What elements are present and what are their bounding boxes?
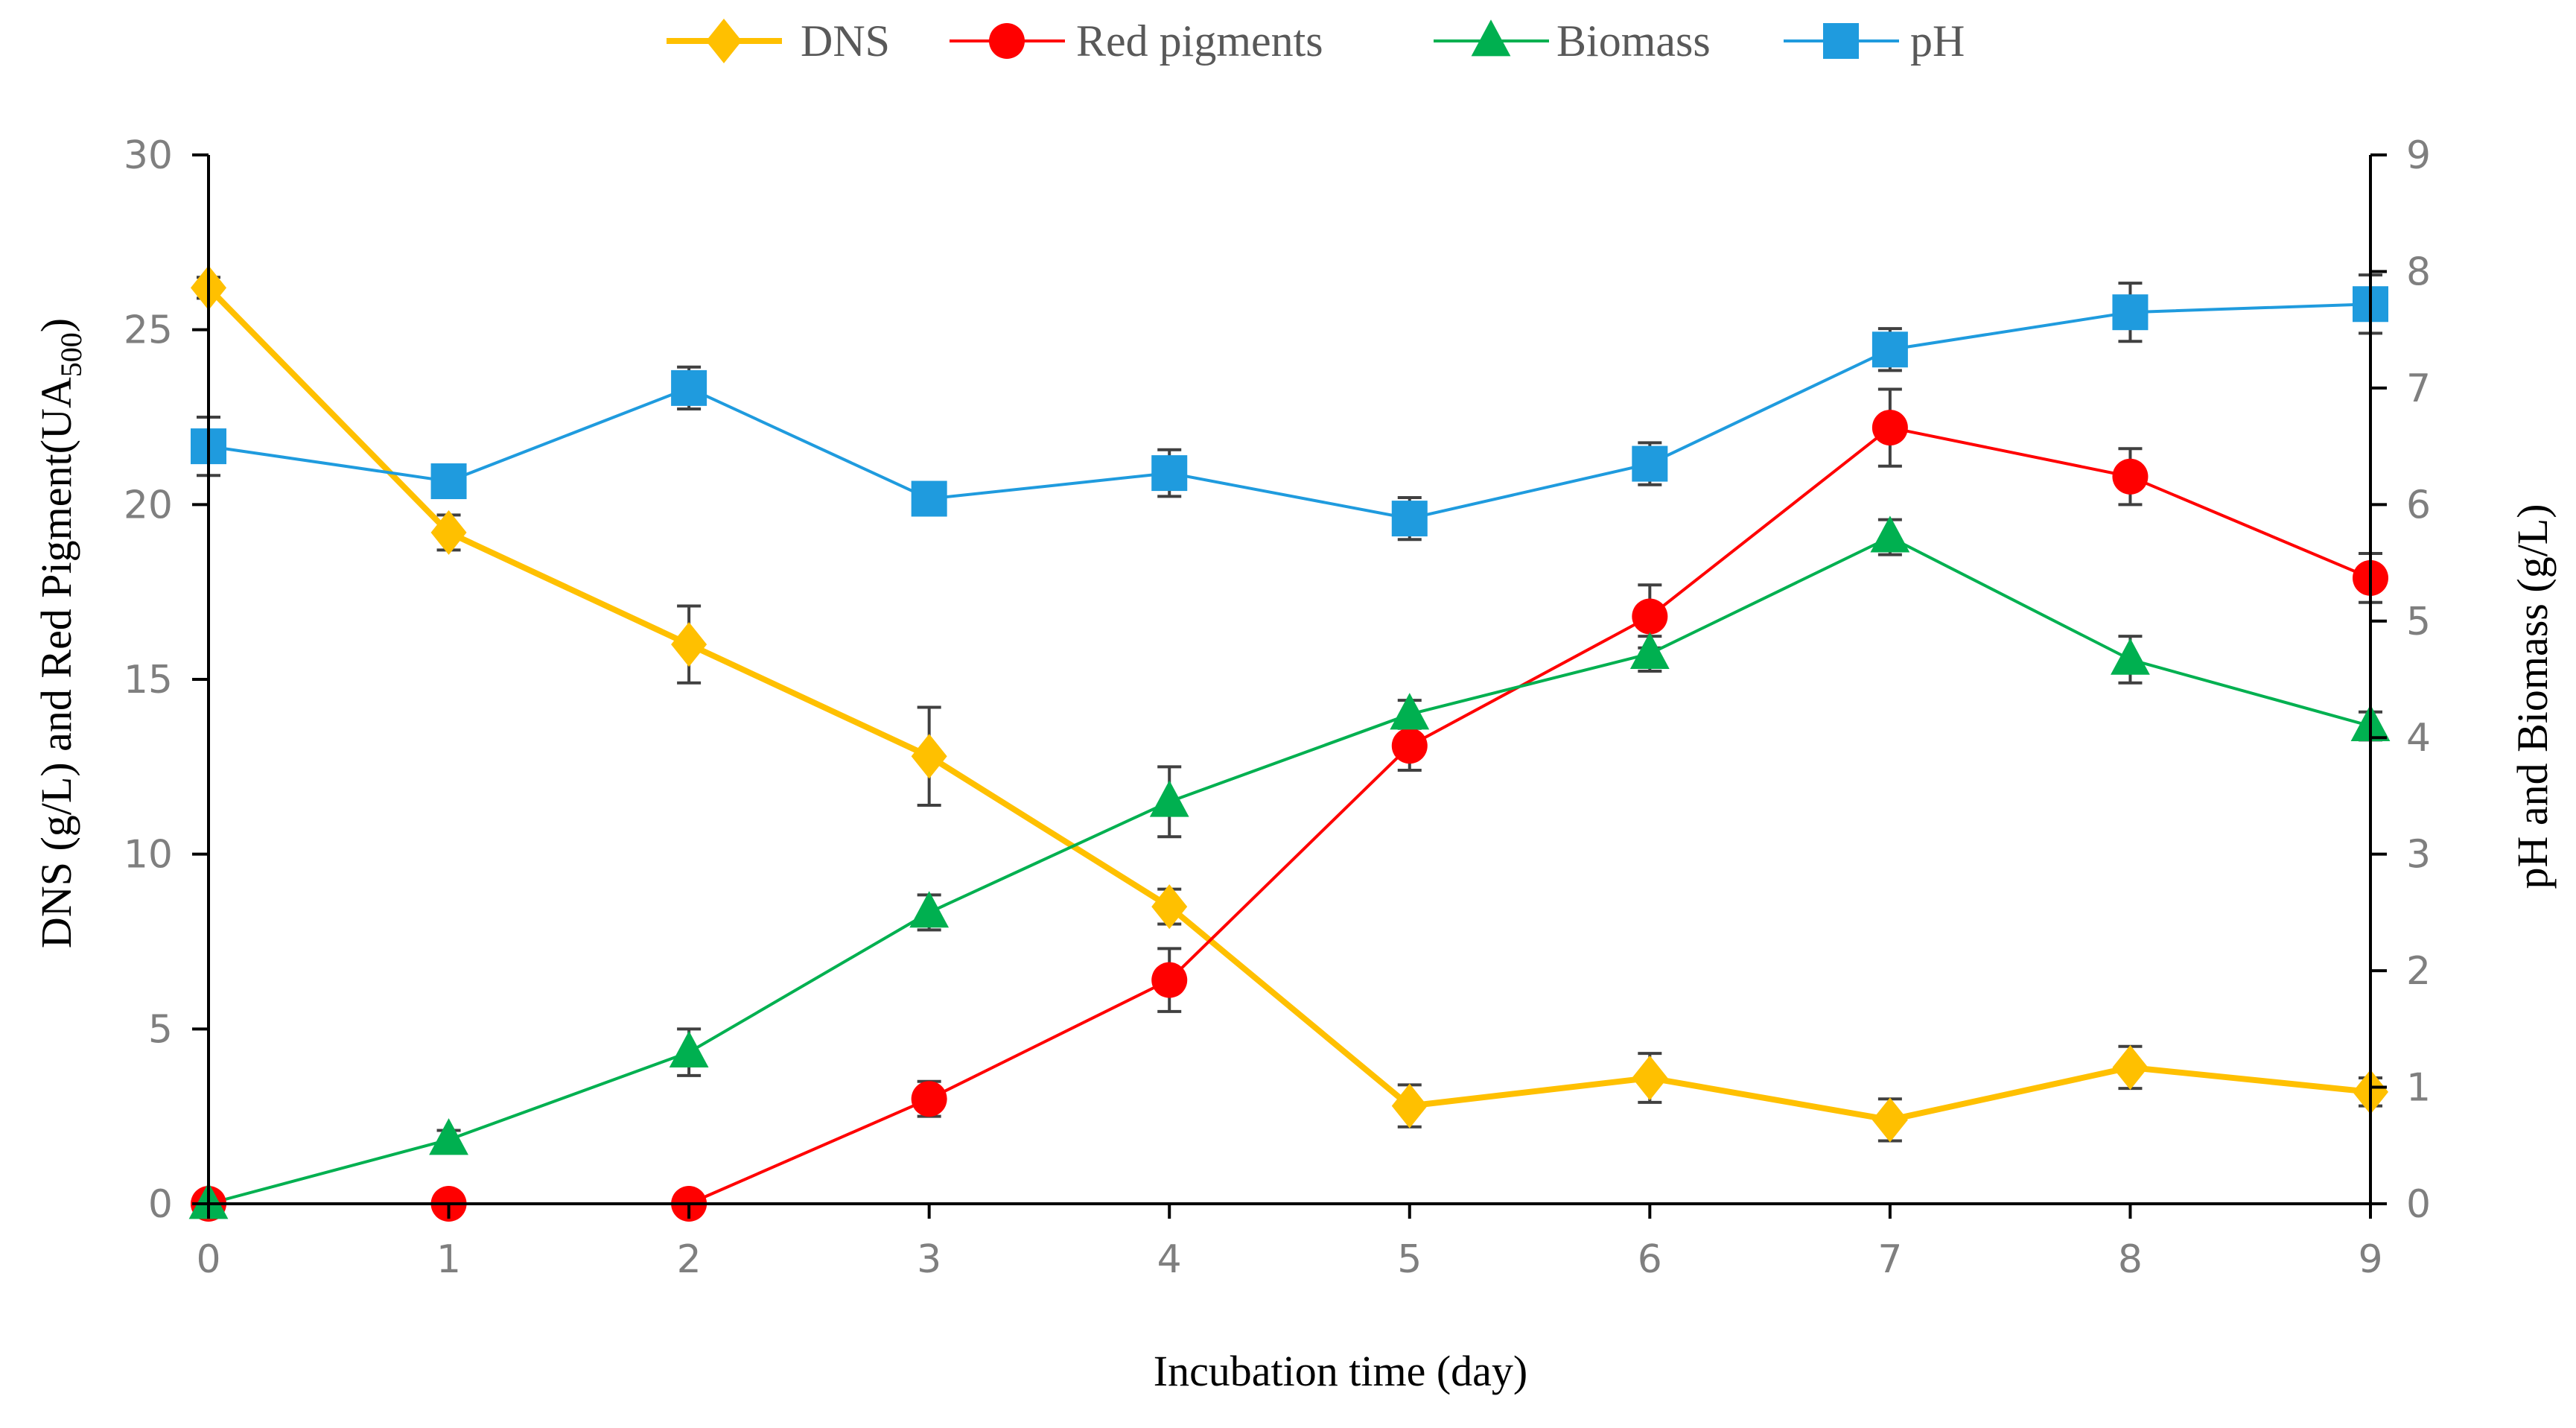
red-pigments-point	[1391, 728, 1428, 764]
dns-line	[206, 285, 2371, 1123]
dns-point	[1391, 1083, 1428, 1129]
red-pigments-point	[2112, 458, 2149, 495]
y-right-tick-label: 8	[2406, 250, 2431, 294]
legend-label: pH	[1910, 16, 1965, 66]
x-tick-label: 3	[917, 1237, 941, 1282]
ph-point	[671, 369, 707, 406]
y-right-tick-label: 2	[2406, 949, 2431, 994]
x-tick-label: 5	[1397, 1237, 1422, 1282]
biomass-point	[2111, 638, 2150, 675]
dns-point	[671, 622, 707, 667]
legend-swatch-marker	[1471, 19, 1511, 57]
dns-point	[911, 734, 947, 779]
x-tick-label: 9	[2358, 1237, 2382, 1282]
y-left-tick-label: 25	[124, 308, 173, 353]
legend-label: DNS	[801, 16, 890, 66]
biomass-point	[669, 1030, 709, 1068]
biomass-point	[1149, 780, 1189, 817]
y-axis-left-title-end: )	[32, 318, 80, 332]
dns-point	[430, 510, 467, 555]
y-right-tick-label: 5	[2406, 600, 2431, 644]
dns-point	[1871, 1097, 1908, 1143]
legend-swatch-marker	[706, 19, 742, 63]
legend-item-dns: DNS	[667, 16, 890, 66]
biomass-point	[1870, 515, 1910, 553]
y-right-tick-label: 4	[2406, 716, 2431, 761]
y-right-tick-label: 9	[2406, 133, 2431, 178]
dns-point	[1632, 1056, 1668, 1101]
series-lines	[206, 285, 2371, 1205]
legend-swatch-marker	[1823, 23, 1859, 59]
biomass-point	[429, 1118, 468, 1155]
biomass-point	[1629, 632, 1670, 669]
y-axis-left-title-main: DNS (g/L) and Red Pigment(UA	[32, 377, 80, 948]
y-right-tick-label: 6	[2406, 483, 2431, 527]
axes	[192, 153, 2387, 1219]
ph-line	[208, 302, 2371, 521]
x-tick-label: 2	[677, 1237, 702, 1282]
ph-point	[2112, 294, 2149, 331]
ph-point	[911, 480, 947, 517]
x-tick-label: 1	[436, 1237, 461, 1282]
ph-point	[1151, 455, 1188, 492]
red-pigments-point	[1632, 598, 1668, 635]
y-axis-left-title: DNS (g/L) and Red Pigment(UA500)	[32, 318, 88, 948]
biomass-point	[909, 891, 950, 928]
ph-point	[1391, 501, 1428, 537]
legend-item-biomass: Biomass	[1434, 16, 1711, 66]
biomass-point	[1390, 693, 1430, 730]
legend-label: Biomass	[1556, 16, 1711, 66]
ph-point	[1871, 331, 1908, 368]
legend-item-red-pigments: Red pigments	[950, 16, 1323, 66]
x-tick-label: 8	[2118, 1237, 2143, 1282]
y-right-tick-label: 0	[2406, 1182, 2431, 1227]
dns-point	[2112, 1044, 2149, 1090]
legend-label: Red pigments	[1076, 16, 1323, 66]
dns-point	[1151, 884, 1188, 930]
red-pigments-point	[1151, 962, 1188, 998]
y-left-tick-label: 10	[124, 833, 173, 878]
y-left-tick-label: 0	[148, 1182, 173, 1227]
legend-swatch-marker	[989, 23, 1025, 59]
biomass-line	[208, 536, 2371, 1205]
legend: DNS Red pigments Biomass pH	[667, 16, 1965, 66]
y-left-tick-label: 20	[124, 483, 173, 527]
ph-point	[1632, 445, 1668, 482]
x-tick-label: 6	[1638, 1237, 1662, 1282]
y-left-tick-label: 5	[148, 1007, 173, 1052]
x-axis-title: Incubation time (day)	[1154, 1347, 1528, 1395]
x-tick-label: 4	[1157, 1237, 1182, 1282]
y-right-tick-label: 3	[2406, 833, 2431, 878]
y-left-tick-label: 30	[124, 133, 173, 178]
series-markers	[188, 265, 2391, 1222]
ph-point	[430, 463, 467, 500]
x-tick-label: 7	[1877, 1237, 1902, 1282]
error-bars	[197, 273, 2382, 1151]
y-axis-right-title: pH and Biomass (g/L)	[2508, 504, 2557, 889]
red-pigments-point	[1871, 410, 1908, 446]
y-left-tick-label: 15	[124, 658, 173, 702]
y-right-tick-label: 7	[2406, 366, 2431, 411]
y-right-tick-label: 1	[2406, 1066, 2431, 1111]
y-axis-left-title-subscript: 500	[54, 332, 88, 377]
legend-item-ph: pH	[1784, 16, 1965, 66]
x-tick-label: 0	[196, 1237, 220, 1282]
red-pigments-point	[911, 1081, 947, 1117]
